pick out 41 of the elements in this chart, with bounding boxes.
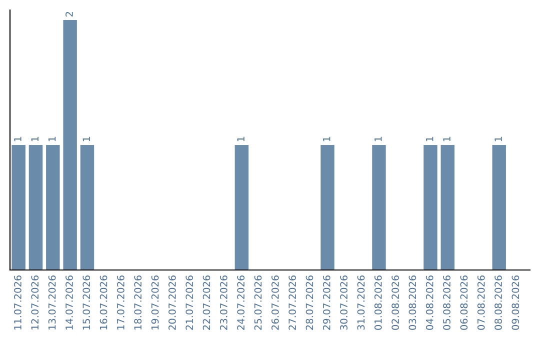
x-tick-label: 11.07.2026 bbox=[14, 275, 22, 330]
data-label: 1 bbox=[426, 136, 434, 142]
x-tick-label: 07.08.2026 bbox=[477, 275, 485, 330]
x-tick-label: 28.07.2026 bbox=[306, 275, 314, 330]
x-tick-label: 25.07.2026 bbox=[254, 275, 262, 330]
x-tick-label: 14.07.2026 bbox=[66, 275, 73, 330]
x-tick-label: 26.07.2026 bbox=[271, 275, 279, 330]
data-label: 1 bbox=[494, 136, 502, 142]
x-tick-label: 27.07.2026 bbox=[288, 275, 296, 330]
x-tick-label: 08.08.2026 bbox=[494, 275, 502, 330]
x-tick-label: 09.08.2026 bbox=[512, 275, 520, 330]
x-tick-label: 15.07.2026 bbox=[82, 275, 90, 330]
x-tick-label: 18.07.2026 bbox=[134, 275, 142, 330]
x-tick-label: 23.07.2026 bbox=[220, 275, 228, 330]
x-tick-label: 02.08.2026 bbox=[392, 275, 399, 330]
x-tick-label: 06.08.2026 bbox=[460, 275, 468, 330]
data-label: 2 bbox=[66, 12, 73, 17]
data-label: 1 bbox=[14, 136, 22, 142]
data-label: 1 bbox=[443, 136, 450, 142]
x-tick-label: 01.08.2026 bbox=[374, 275, 382, 330]
x-tick-label: 21.07.2026 bbox=[186, 275, 194, 330]
x-tick-label: 30.07.2026 bbox=[340, 275, 348, 330]
data-label: 1 bbox=[374, 136, 382, 142]
x-tick-label: 16.07.2026 bbox=[100, 275, 108, 330]
data-label: 1 bbox=[323, 136, 330, 142]
data-label: 1 bbox=[31, 136, 38, 142]
x-tick-label: 20.07.2026 bbox=[168, 275, 176, 330]
x-tick-label: 24.07.2026 bbox=[237, 275, 245, 330]
x-tick-label: 31.07.2026 bbox=[357, 275, 365, 330]
data-label: 1 bbox=[82, 136, 90, 142]
x-tick-label: 03.08.2026 bbox=[408, 275, 416, 330]
x-tick-label: 04.08.2026 bbox=[426, 275, 434, 330]
x-tick-label: 22.07.2026 bbox=[202, 275, 210, 330]
x-tick-label: 12.07.2026 bbox=[31, 275, 39, 330]
x-tick-label: 13.07.2026 bbox=[48, 275, 56, 330]
x-tick-label: 19.07.2026 bbox=[151, 275, 159, 330]
x-tick-label: 17.07.2026 bbox=[117, 275, 124, 330]
x-tick-label: 29.07.2026 bbox=[322, 275, 330, 330]
x-tick-label: 05.08.2026 bbox=[443, 275, 450, 330]
data-label: 1 bbox=[48, 136, 56, 142]
data-label: 1 bbox=[237, 136, 244, 142]
